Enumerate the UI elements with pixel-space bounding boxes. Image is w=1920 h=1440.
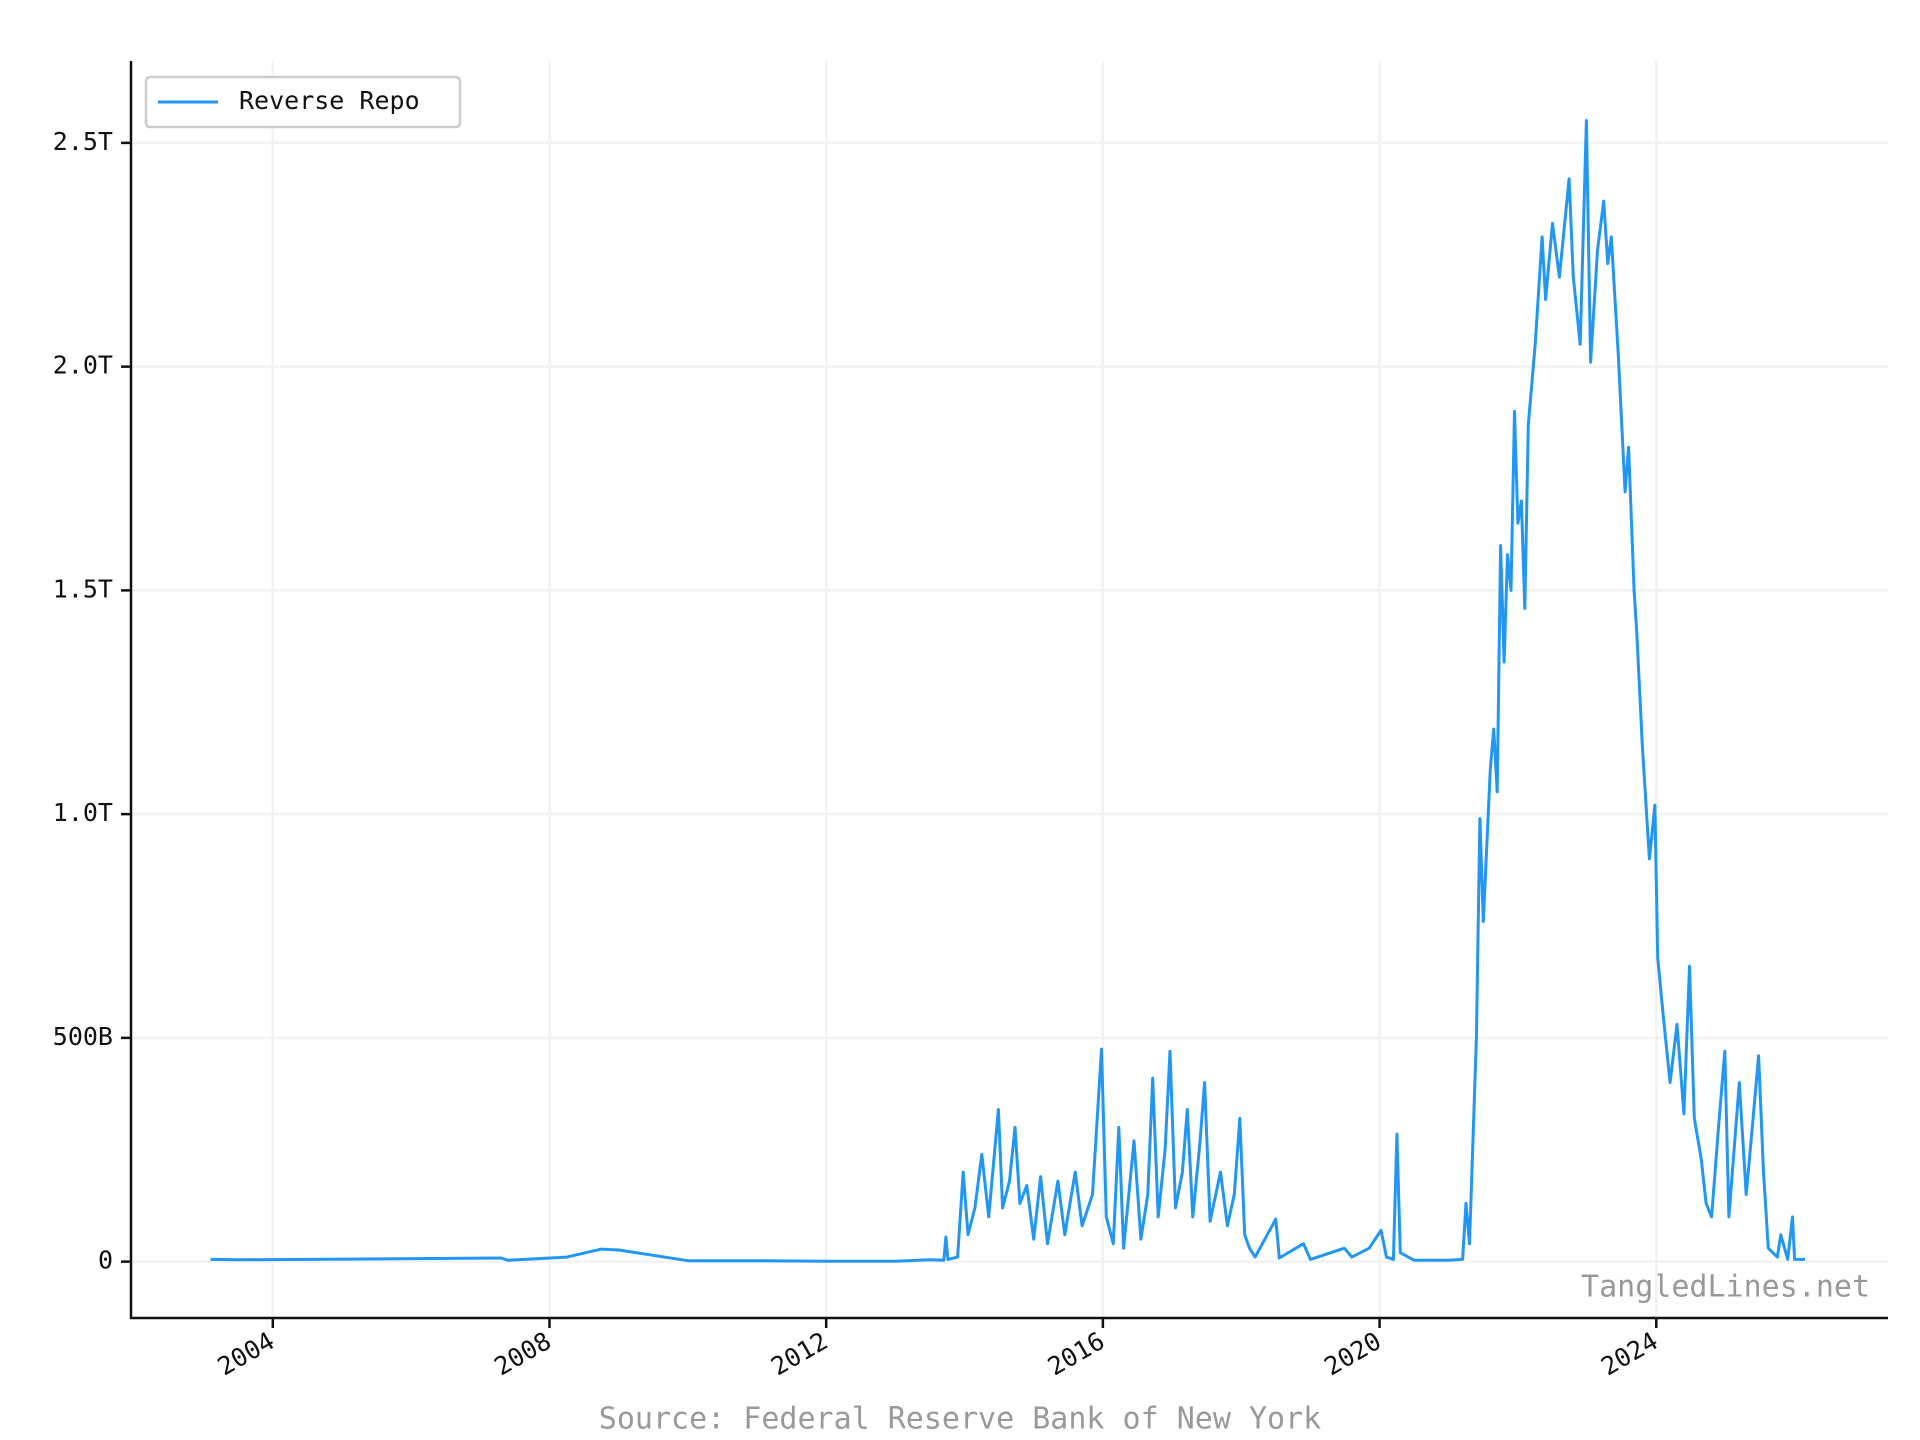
y-tick-label: 2.5T bbox=[53, 127, 113, 156]
y-tick-label: 500B bbox=[53, 1022, 113, 1051]
legend: Reverse Repo bbox=[144, 75, 462, 129]
x-tick-label: 2012 bbox=[766, 1326, 833, 1381]
watermark: TangledLines.net bbox=[1581, 1270, 1870, 1305]
y-tick-label: 0 bbox=[98, 1246, 113, 1275]
x-tick-label: 2004 bbox=[213, 1326, 280, 1381]
legend-box bbox=[144, 75, 462, 129]
y-tick-label: 1.5T bbox=[53, 574, 113, 603]
y-tick-label: 2.0T bbox=[53, 351, 113, 380]
legend-label: Reverse Repo bbox=[239, 86, 420, 115]
x-tick-label: 2020 bbox=[1319, 1326, 1386, 1381]
x-tick-label: 2024 bbox=[1596, 1326, 1663, 1381]
source-note: Source: Federal Reserve Bank of New York bbox=[599, 1402, 1321, 1437]
x-tick-label: 2016 bbox=[1043, 1326, 1110, 1381]
x-tick-label: 2008 bbox=[489, 1326, 556, 1381]
y-tick-label: 1.0T bbox=[53, 798, 113, 827]
data-line bbox=[210, 119, 1805, 1263]
